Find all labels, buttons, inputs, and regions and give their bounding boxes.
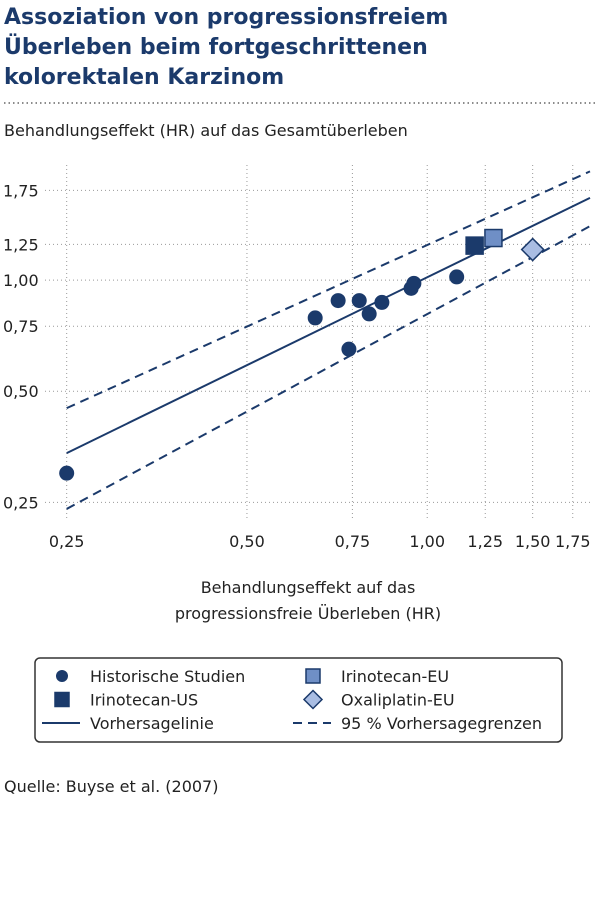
legend-symbol [54, 691, 70, 708]
y-tick-label: 1,00 [3, 271, 39, 290]
prediction-line [66, 196, 591, 454]
legend-symbol [305, 668, 321, 684]
x-tick-label: 0,75 [335, 532, 371, 551]
subtitle: Behandlungseffekt (HR) auf das Gesamtübe… [4, 121, 408, 140]
legend-label: Vorhersagelinie [90, 714, 214, 733]
point [374, 294, 390, 310]
point [59, 465, 75, 481]
point [449, 269, 465, 285]
x-axis-label: progressionsfreie Überleben (HR) [175, 604, 441, 623]
point [307, 310, 323, 326]
x-tick-label: 1,25 [467, 532, 503, 551]
point [520, 237, 545, 262]
legend-label: Historische Studien [90, 667, 245, 686]
point [361, 306, 377, 322]
prediction-line [66, 225, 591, 510]
x-tick-label: 0,50 [229, 532, 265, 551]
point [330, 293, 346, 309]
y-tick-label: 1,25 [3, 235, 39, 254]
y-tick-label: 1,75 [3, 181, 39, 200]
point [341, 341, 357, 357]
chart-title: Überleben beim fortgeschrittenen [4, 34, 428, 60]
x-tick-label: 1,50 [515, 532, 551, 551]
chart-title: Assoziation von progressionsfreiem [4, 5, 448, 30]
y-tick-label: 0,75 [3, 317, 39, 336]
point [351, 293, 367, 309]
y-tick-label: 0,25 [3, 493, 39, 512]
point [465, 236, 484, 255]
x-axis-label: Behandlungseffekt auf das [201, 578, 416, 597]
y-tick-label: 0,50 [3, 382, 39, 401]
legend-symbol [56, 670, 68, 682]
source: Quelle: Buyse et al. (2007) [4, 777, 218, 796]
chart-title: kolorektalen Karzinom [4, 65, 284, 90]
legend-label: 95 % Vorhersagegrenzen [341, 714, 542, 733]
legend-symbol [302, 689, 324, 710]
legend-label: Oxaliplatin-EU [341, 691, 455, 710]
legend-label: Irinotecan-EU [341, 667, 449, 686]
legend-label: Irinotecan-US [90, 691, 198, 710]
legend-box [34, 657, 563, 743]
point [406, 275, 422, 291]
x-tick-label: 1,00 [409, 532, 445, 551]
x-tick-label: 0,25 [49, 532, 85, 551]
x-tick-label: 1,75 [555, 532, 591, 551]
point [484, 228, 503, 248]
prediction-line [66, 170, 591, 410]
